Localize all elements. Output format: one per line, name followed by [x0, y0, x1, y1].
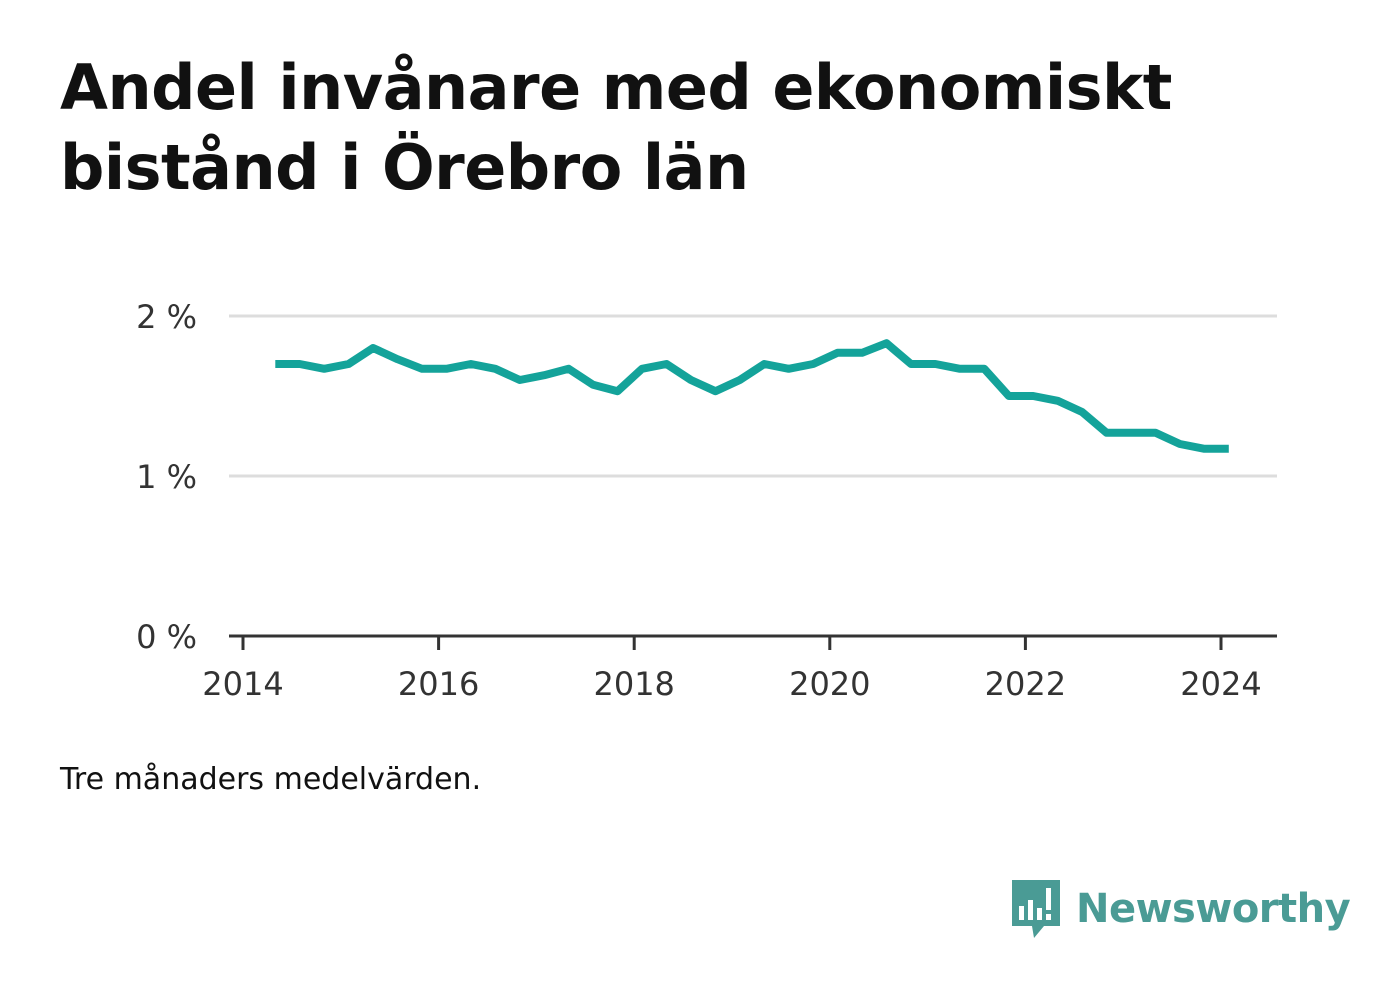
chart-note: Tre månaders medelvärden. [60, 762, 482, 797]
y-tick-label: 0 % [136, 618, 197, 656]
y-tick-label: 1 % [136, 458, 197, 496]
newsworthy-logo-icon [1012, 880, 1060, 938]
x-tick-label: 2014 [202, 665, 283, 703]
brand-logo: Newsworthy [1010, 878, 1351, 940]
chart-title: Andel invånare med ekonomiskt bistånd i … [60, 51, 1172, 204]
x-tick-label: 2022 [985, 665, 1066, 703]
series-line [275, 339, 1229, 453]
y-tick-label: 2 % [136, 298, 197, 336]
x-tick-label: 2024 [1180, 665, 1261, 703]
x-tick-label: 2020 [789, 665, 870, 703]
x-axis-ticks: 2014 2016 2018 2020 2022 2024 [202, 636, 1262, 703]
x-tick-label: 2018 [593, 665, 674, 703]
x-tick-label: 2016 [398, 665, 479, 703]
gridlines [229, 314, 1277, 478]
y-axis-ticks: 0 % 1 % 2 % [136, 298, 197, 656]
brand-name: Newsworthy [1076, 886, 1351, 932]
